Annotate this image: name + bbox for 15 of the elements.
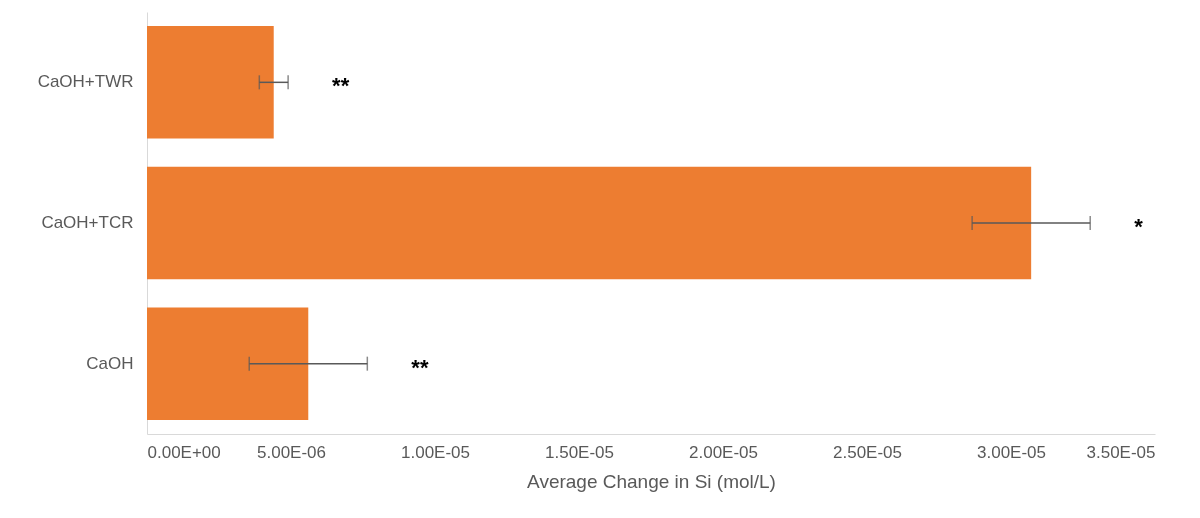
x-tick-label: 2.00E-05 xyxy=(689,442,758,462)
x-tick-label: 3.00E-05 xyxy=(977,442,1046,462)
x-tick-label: 1.50E-05 xyxy=(545,442,614,462)
x-tick-label: 2.50E-05 xyxy=(833,442,902,462)
annotation: * xyxy=(1134,214,1144,239)
y-tick-label: CaOH xyxy=(86,353,134,373)
y-tick-label: CaOH+TCR xyxy=(41,213,134,232)
x-tick-label: 5.00E-06 xyxy=(257,442,326,462)
x-tick-label: 0.00E+00 xyxy=(147,442,221,462)
y-tick-label: CaOH+TWR xyxy=(37,72,134,92)
x-tick-label: 3.50E-05 xyxy=(1086,442,1156,462)
x-tick-label: 1.00E-05 xyxy=(401,442,470,462)
x-axis-title: Average Change in Si (mol/L) xyxy=(527,470,776,492)
annotation: ** xyxy=(411,354,429,380)
annotation: ** xyxy=(332,73,350,99)
